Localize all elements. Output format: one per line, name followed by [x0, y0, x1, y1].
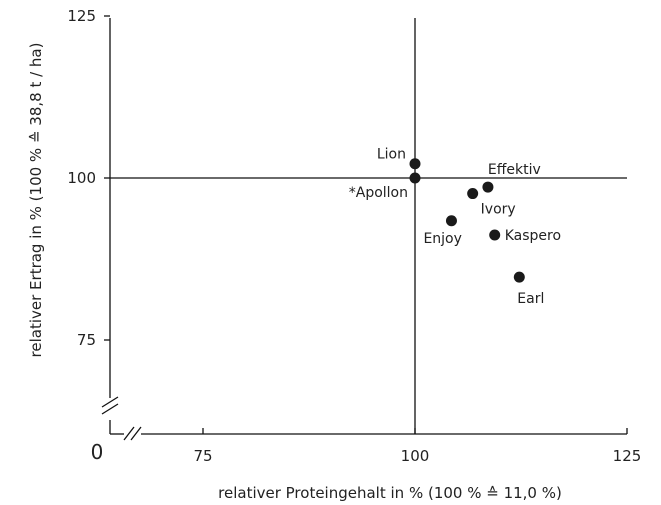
y-axis-break-mark — [101, 396, 119, 408]
y-ticks: 75 100 125 — [67, 7, 110, 349]
x-tick-label: 75 — [193, 447, 212, 465]
data-point — [409, 158, 421, 170]
data-point-label: *Apollon — [349, 185, 408, 201]
x-axis-title: relativer Proteingehalt in % (100 % ≙ 11… — [218, 484, 562, 502]
y-tick-label: 125 — [67, 7, 96, 25]
data-point — [489, 229, 501, 241]
data-point-label: Earl — [517, 291, 544, 307]
y-axis-title: relativer Ertrag in % (100 % ≙ 38,8 t / … — [27, 43, 45, 358]
data-point-label: Enjoy — [423, 231, 461, 247]
data-point — [513, 271, 525, 283]
data-point-label: Effektiv — [488, 162, 541, 178]
data-point-label: Ivory — [481, 202, 516, 218]
x-tick-label: 125 — [613, 447, 642, 465]
x-tick-label: 100 — [401, 447, 430, 465]
y-tick-label: 75 — [77, 331, 96, 349]
data-point — [409, 172, 421, 184]
x-ticks: 75 100 125 — [193, 428, 641, 465]
x-axis-break-mark — [130, 426, 142, 441]
x-axis-break-mark — [123, 426, 135, 441]
y-tick-label: 100 — [67, 169, 96, 187]
data-point-label: Lion — [377, 147, 406, 163]
data-points: Lion *Apollon Effektiv Ivory Enjoy Kaspero Ear… — [349, 147, 561, 307]
data-point — [467, 188, 479, 200]
data-point-label: Kaspero — [505, 228, 561, 244]
origin-label: 0 — [91, 440, 104, 464]
data-point — [482, 181, 494, 193]
y-axis-break-mark — [101, 403, 119, 415]
data-point — [445, 215, 457, 227]
